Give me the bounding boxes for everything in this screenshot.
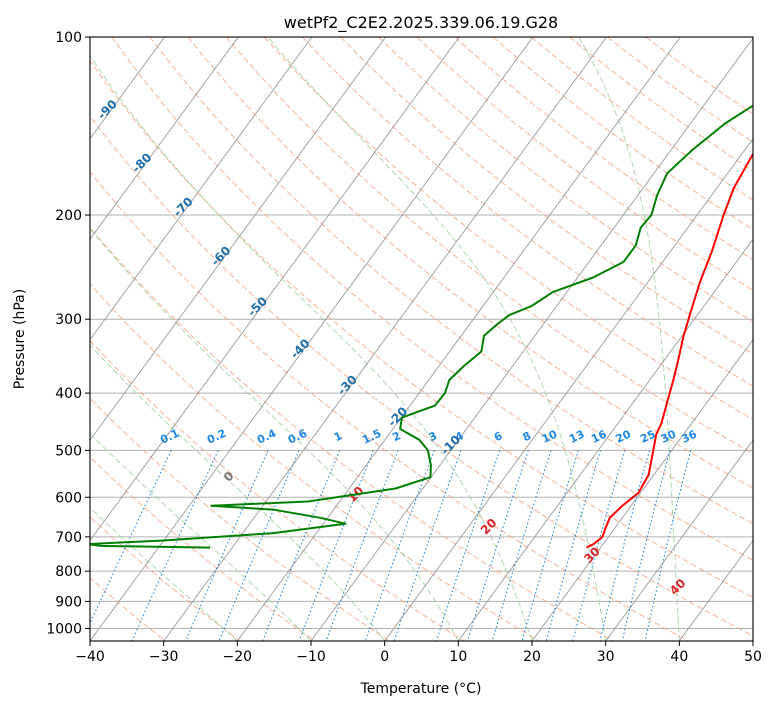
sounding-profiles — [90, 104, 753, 549]
skewed-isotherm-line — [605, 439, 753, 641]
y-tick-label: 600 — [55, 490, 82, 506]
skewed-isotherm-line — [236, 37, 681, 641]
dry-adiabat-line — [607, 37, 753, 143]
y-tick-label: 100 — [55, 30, 82, 46]
skewed-isotherm-line — [90, 37, 165, 140]
moist-adiabat-line — [90, 432, 312, 641]
skewed-isotherms — [90, 37, 753, 641]
mixing-ratio-line — [644, 450, 692, 641]
moist-adiabats — [90, 37, 680, 641]
mixing-ratio-line — [521, 450, 579, 641]
dewpoint-profile-line — [90, 104, 753, 549]
y-tick-label: 500 — [55, 443, 82, 459]
dry-adiabat-line — [90, 115, 753, 637]
x-tick-label: −10 — [296, 649, 326, 665]
y-tick-label: 700 — [55, 530, 82, 546]
y-axis-label: Pressure (hPa) — [12, 289, 28, 389]
dry-adiabat-line — [530, 37, 753, 201]
mixing-ratio-label: 13 — [567, 428, 586, 446]
chart-title: wetPf2_C2E2.2025.339.06.19.G28 — [284, 13, 558, 33]
plot-frame — [89, 36, 754, 642]
y-tick-label: 400 — [55, 386, 82, 402]
dry-adiabat-line — [454, 37, 753, 261]
x-tick-label: 40 — [670, 649, 688, 665]
mixing-ratio-line — [262, 450, 341, 641]
skewed-isotherm-line — [457, 238, 753, 641]
mixing-ratio-label: 30 — [659, 427, 679, 445]
x-tick-label: 0 — [380, 649, 389, 665]
dry-adiabat-line — [90, 340, 465, 641]
skewed-isotherm-line — [90, 37, 239, 240]
dry-adiabat-line — [302, 37, 753, 387]
dry-adiabat-line — [340, 37, 753, 355]
skewed-isotherm-line — [163, 37, 607, 641]
x-tick-label: 50 — [744, 649, 762, 665]
dry-adiabat-line — [149, 37, 753, 525]
mixing-ratio-line — [325, 450, 399, 641]
skewed-isotherm-line — [90, 37, 386, 441]
y-tick-label: 800 — [55, 564, 82, 580]
mixing-ratio-line — [572, 450, 626, 641]
y-tick-label: 1000 — [46, 621, 82, 637]
x-tick-label: −40 — [75, 649, 105, 665]
mixing-ratio-line — [218, 450, 300, 641]
dry-adiabat-line — [90, 397, 390, 641]
mixing-ratio-label: 20 — [614, 427, 634, 445]
moist-adiabat-line — [90, 227, 459, 641]
mixing-ratio-line — [435, 450, 501, 641]
skewed-isotherm-line — [531, 338, 753, 641]
x-axis-label: Temperature (°C) — [360, 681, 482, 697]
y-tick-label: 300 — [55, 312, 82, 328]
mixing-ratio-line — [621, 450, 671, 641]
mixing-ratio-line — [298, 450, 374, 641]
dry-adiabat-line — [263, 37, 753, 420]
dry-adiabat-line — [569, 37, 753, 172]
x-tick-label: −30 — [149, 649, 179, 665]
skewed-isotherm-line — [310, 37, 753, 641]
dry-adiabat-line — [187, 37, 753, 489]
x-tick-label: 10 — [449, 649, 467, 665]
mixing-ratio-label: 36 — [679, 427, 699, 445]
mixing-ratio-label: 25 — [638, 428, 657, 446]
mixing-ratio-line — [393, 450, 462, 641]
plot-area: 0.10.20.40.611.52346810131620253036-100-… — [90, 37, 753, 641]
y-tick-label: 200 — [55, 208, 82, 224]
moist-adiabat-line — [90, 507, 238, 641]
x-tick-label: −20 — [223, 649, 253, 665]
mixing-ratio-label: 10 — [540, 427, 560, 445]
mixing-ratio-line — [491, 450, 552, 641]
x-tick-label: 20 — [523, 649, 541, 665]
mixing-ratio-line — [545, 450, 602, 641]
moist-adiabat-line — [90, 344, 386, 641]
dry-adiabat-line — [90, 456, 315, 641]
moist-adiabat-line — [90, 55, 533, 641]
x-tick-label: 30 — [597, 649, 615, 665]
temperature-profile-line — [586, 152, 753, 549]
pressure-gridlines — [90, 37, 753, 629]
dry-adiabat-line — [90, 170, 689, 641]
dry-adiabat-line — [225, 37, 753, 455]
axes: −40 −30 −20 −10 0 10 20 30 40 50 100 200 300 400 500 60… — [46, 30, 762, 665]
mixing-ratio-lines — [90, 450, 692, 641]
mixing-ratio-line — [90, 450, 172, 625]
mixing-ratio-line — [364, 450, 435, 641]
moist-adiabat-line — [267, 37, 607, 641]
dry-adiabat-line — [111, 37, 753, 561]
dry-adiabats — [90, 37, 753, 641]
moist-adiabat-line — [578, 37, 680, 641]
y-tick-label: 900 — [55, 594, 82, 610]
dry-adiabat-line — [90, 59, 753, 599]
mixing-ratio-label: 16 — [589, 427, 609, 445]
skewed-isotherm-line — [384, 137, 753, 641]
